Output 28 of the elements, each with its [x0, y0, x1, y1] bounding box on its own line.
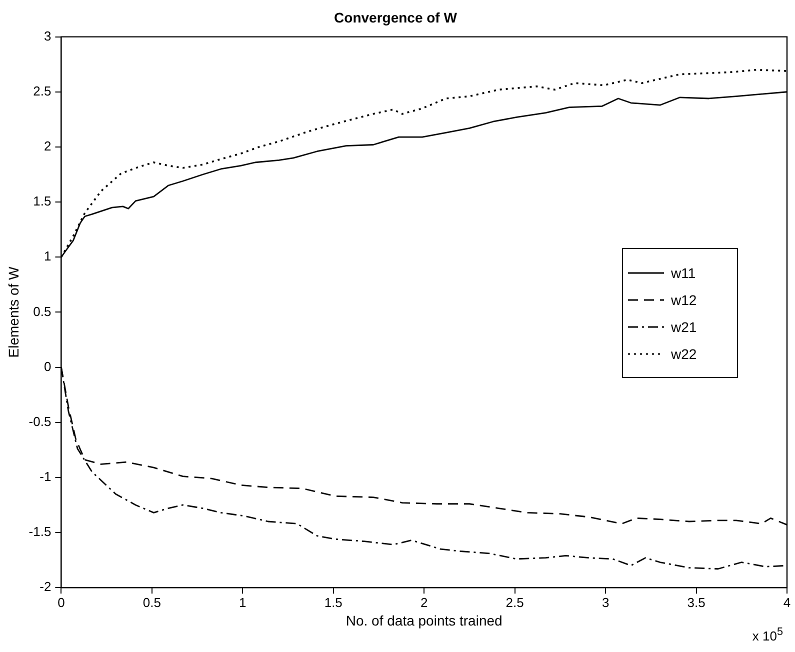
y-tick-label: -2 — [40, 579, 52, 594]
x-tick-label: 3 — [602, 594, 610, 610]
chart-title: Convergence of W — [334, 9, 458, 26]
x-tick-label: 1.5 — [324, 594, 342, 610]
text: x 10$^{5}$ — [752, 626, 783, 644]
x-tick-label: 2 — [420, 594, 428, 610]
x-tick-label: 1 — [239, 594, 246, 610]
y-tick-label: -0.5 — [28, 414, 52, 429]
x-tick-label: 4 — [783, 594, 791, 610]
x-axis-title: No. of data points trained — [346, 612, 502, 628]
y-tick-label: -1.5 — [28, 524, 52, 540]
x-tick-label: 0.5 — [142, 594, 161, 610]
legend-label: w21 — [671, 318, 697, 334]
x-tick-label: 2.5 — [506, 594, 524, 610]
y-tick-label: -1 — [40, 469, 52, 484]
x-tick-label: 3.5 — [687, 594, 706, 610]
legend-label: w22 — [671, 346, 697, 362]
legend-label: w11 — [671, 264, 696, 280]
y-tick-label: 2 — [44, 138, 52, 154]
y-tick-label: 1.5 — [33, 194, 52, 209]
y-tick-label: 3 — [44, 28, 52, 44]
y-tick-label: 1 — [44, 248, 52, 264]
x-tick-label: 0 — [58, 594, 65, 610]
y-axis-title: Elements of W — [5, 266, 22, 358]
y-tick-label: 2.5 — [33, 83, 52, 98]
y-tick-label: 0 — [44, 358, 52, 374]
y-tick-label: 0.5 — [33, 304, 52, 319]
legend-label: w12 — [671, 292, 697, 308]
